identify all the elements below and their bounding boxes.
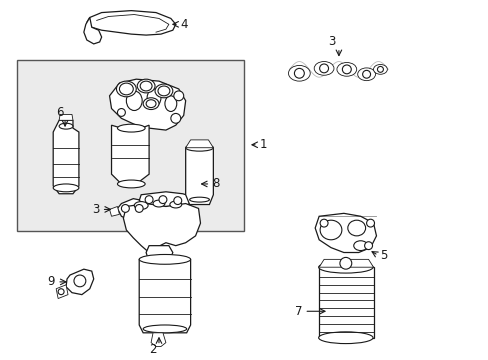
Circle shape — [364, 242, 372, 249]
Text: 3: 3 — [92, 203, 100, 216]
Ellipse shape — [146, 100, 156, 108]
Polygon shape — [59, 114, 73, 120]
Polygon shape — [66, 269, 94, 294]
Polygon shape — [151, 333, 165, 347]
Polygon shape — [87, 10, 175, 35]
Polygon shape — [111, 125, 149, 184]
Polygon shape — [146, 246, 172, 262]
Circle shape — [342, 65, 350, 74]
Ellipse shape — [185, 144, 213, 151]
Polygon shape — [109, 79, 185, 130]
Text: 8: 8 — [212, 177, 219, 190]
Ellipse shape — [126, 91, 142, 111]
Text: 1: 1 — [259, 138, 267, 151]
Polygon shape — [319, 267, 373, 338]
Circle shape — [320, 219, 327, 227]
Ellipse shape — [117, 124, 145, 132]
Circle shape — [294, 68, 304, 78]
Polygon shape — [139, 259, 190, 333]
Polygon shape — [123, 203, 200, 252]
Ellipse shape — [139, 255, 190, 264]
Circle shape — [366, 219, 374, 227]
Circle shape — [170, 113, 181, 123]
Circle shape — [121, 204, 129, 212]
Polygon shape — [56, 285, 68, 298]
Ellipse shape — [147, 89, 161, 107]
Ellipse shape — [117, 180, 145, 188]
Ellipse shape — [143, 98, 159, 109]
Circle shape — [173, 91, 183, 101]
Ellipse shape — [116, 81, 136, 97]
Ellipse shape — [119, 83, 133, 95]
Polygon shape — [185, 140, 213, 148]
Polygon shape — [53, 120, 79, 194]
Ellipse shape — [357, 68, 375, 81]
Ellipse shape — [347, 220, 365, 236]
Circle shape — [339, 257, 351, 269]
Ellipse shape — [373, 64, 386, 74]
Ellipse shape — [318, 261, 372, 273]
Ellipse shape — [158, 86, 169, 96]
Polygon shape — [117, 199, 149, 220]
Text: 6: 6 — [56, 106, 64, 119]
FancyBboxPatch shape — [17, 59, 244, 231]
Ellipse shape — [59, 123, 73, 129]
Circle shape — [159, 196, 166, 203]
Circle shape — [117, 109, 125, 116]
Ellipse shape — [320, 220, 341, 240]
Ellipse shape — [189, 197, 209, 202]
Circle shape — [58, 289, 64, 294]
Text: 2: 2 — [149, 343, 157, 356]
Ellipse shape — [164, 96, 177, 112]
Ellipse shape — [143, 325, 186, 333]
Polygon shape — [315, 213, 376, 252]
Circle shape — [377, 67, 383, 72]
Circle shape — [145, 196, 153, 203]
Text: 7: 7 — [294, 305, 302, 318]
Ellipse shape — [140, 81, 152, 91]
Circle shape — [362, 70, 370, 78]
Ellipse shape — [353, 241, 367, 251]
Polygon shape — [83, 18, 102, 44]
Ellipse shape — [134, 202, 148, 210]
Ellipse shape — [53, 184, 79, 192]
Text: 9: 9 — [47, 275, 55, 288]
Ellipse shape — [155, 84, 172, 98]
Circle shape — [135, 204, 143, 212]
Ellipse shape — [153, 200, 164, 207]
Text: 3: 3 — [327, 35, 335, 49]
Polygon shape — [185, 148, 213, 204]
Polygon shape — [139, 192, 192, 207]
Polygon shape — [109, 207, 119, 216]
Circle shape — [319, 64, 328, 73]
Ellipse shape — [137, 79, 155, 93]
Circle shape — [173, 197, 182, 204]
Polygon shape — [319, 259, 373, 267]
Text: 4: 4 — [181, 18, 188, 31]
Ellipse shape — [314, 62, 333, 75]
Ellipse shape — [336, 63, 356, 76]
Circle shape — [74, 275, 86, 287]
Ellipse shape — [318, 332, 372, 343]
Ellipse shape — [288, 66, 309, 81]
Ellipse shape — [169, 201, 182, 208]
Text: 5: 5 — [380, 249, 387, 262]
